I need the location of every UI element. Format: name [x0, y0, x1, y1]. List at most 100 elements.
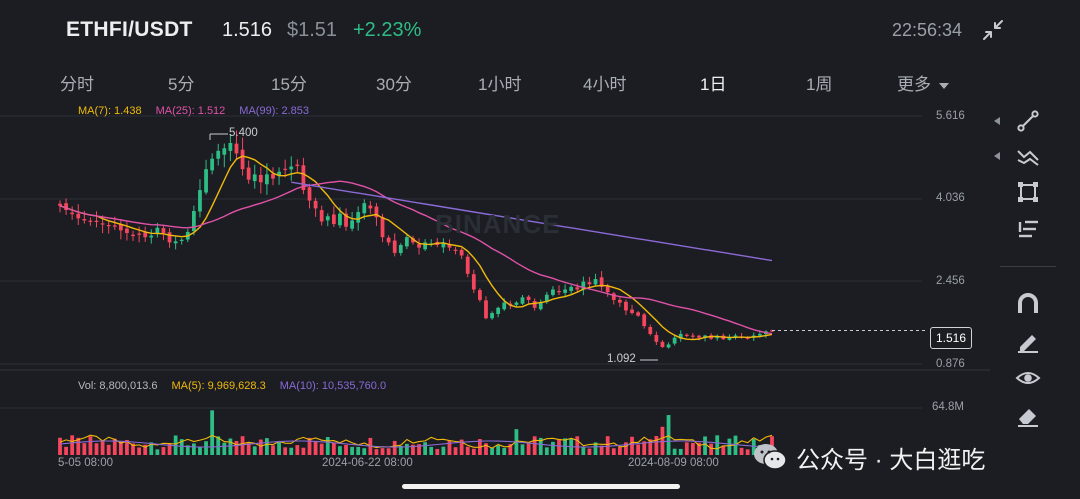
volume-bar	[392, 440, 397, 455]
home-indicator[interactable]	[402, 484, 680, 489]
volume-bar	[204, 441, 208, 455]
volume-bar	[149, 442, 154, 455]
tab-30m[interactable]: 30分	[376, 75, 412, 94]
candle	[557, 290, 561, 293]
candle	[691, 335, 695, 337]
volume-bar	[496, 445, 501, 455]
candle	[173, 241, 178, 244]
candle	[258, 174, 263, 183]
candle	[380, 216, 385, 238]
eraser-icon[interactable]	[1015, 402, 1041, 428]
tab-4h[interactable]: 4小时	[583, 75, 627, 94]
candle	[605, 285, 610, 293]
pencil-icon[interactable]	[1015, 328, 1041, 354]
fib-icon[interactable]	[1015, 216, 1041, 242]
candle	[289, 166, 294, 170]
candle	[630, 309, 634, 314]
volume-bar	[739, 447, 744, 455]
candle	[234, 143, 239, 154]
tab-timeline[interactable]: 分时	[60, 75, 94, 94]
volume-bar	[319, 443, 324, 455]
date-label: 2024-06-22 08:00	[322, 457, 413, 469]
volume-bar	[216, 436, 221, 455]
candle	[155, 227, 160, 234]
candle	[331, 214, 336, 225]
magnet-icon[interactable]	[1015, 291, 1041, 317]
volume-bar	[611, 448, 616, 455]
volume-bar	[624, 442, 628, 455]
candle	[228, 142, 233, 151]
candle	[678, 333, 683, 339]
volume-bar	[380, 448, 385, 455]
multi-line-icon[interactable]	[1015, 143, 1041, 169]
candle	[465, 256, 470, 274]
volume-bar	[551, 441, 555, 455]
pair-title[interactable]: ETHFI/USDT	[66, 18, 193, 41]
last-price: 1.516	[222, 19, 273, 41]
candle	[611, 293, 616, 300]
volume-bar	[143, 444, 148, 455]
rectangle-icon[interactable]	[1015, 179, 1041, 205]
candle	[666, 344, 671, 348]
volume-bar	[672, 448, 677, 455]
candle	[82, 219, 87, 221]
tab-more[interactable]: 更多	[897, 70, 949, 95]
candle	[106, 225, 111, 227]
volume-bar	[131, 443, 135, 455]
candle	[131, 234, 135, 237]
volume-bar	[435, 448, 440, 455]
volume-bar	[331, 442, 336, 455]
candle	[94, 220, 99, 222]
tab-1h[interactable]: 1小时	[478, 75, 522, 94]
volume-bar	[617, 447, 622, 455]
candle	[137, 233, 141, 235]
candle	[112, 225, 117, 227]
volume-bar	[484, 443, 488, 455]
candle	[100, 223, 105, 225]
candle	[386, 237, 391, 243]
volume-bar	[112, 438, 117, 455]
volume-bar	[721, 445, 726, 455]
candle	[64, 203, 68, 210]
wechat-watermark: 公众号 · 大白逛吃	[752, 440, 985, 474]
volume-bar	[301, 447, 306, 455]
volume-bar	[64, 446, 68, 455]
candle	[733, 335, 738, 338]
ma7-line	[59, 155, 773, 341]
ma-legend: MA(7): 1.438 MA(25): 1.512 MA(99): 2.853	[78, 105, 323, 117]
candle	[617, 299, 622, 303]
volume-bar	[240, 436, 245, 455]
volume-bar	[88, 436, 93, 455]
candle	[697, 335, 701, 338]
collapse-icon[interactable]	[981, 18, 1005, 42]
volume-bar	[599, 445, 604, 455]
candle	[344, 213, 348, 227]
volume-bar	[459, 439, 464, 455]
volume-bar	[508, 444, 513, 455]
vol-ma10-line	[59, 440, 773, 448]
candle	[222, 148, 227, 155]
tab-1d[interactable]: 1日	[700, 75, 727, 94]
volume-bar	[709, 443, 714, 455]
candle	[715, 336, 720, 339]
candle	[757, 333, 762, 336]
tab-1w[interactable]: 1周	[806, 75, 833, 94]
volume-bar	[429, 446, 434, 455]
volume-bar	[575, 436, 580, 455]
candle	[727, 337, 732, 340]
volume-bar	[544, 447, 549, 455]
volume-bar	[745, 449, 750, 455]
date-label: 5-05 08:00	[58, 457, 113, 469]
volume-bar	[137, 447, 141, 455]
trend-line-icon[interactable]	[1015, 108, 1041, 134]
kline-chart[interactable]	[0, 100, 990, 460]
candle	[599, 277, 604, 287]
eye-icon[interactable]	[1015, 365, 1041, 391]
volume-bar	[313, 441, 318, 455]
tab-15m[interactable]: 15分	[271, 75, 307, 94]
tab-5m[interactable]: 5分	[168, 75, 195, 94]
volume-bar	[82, 443, 87, 455]
volume-bar	[447, 440, 452, 455]
volume-bar	[356, 446, 361, 455]
volume-bar	[630, 436, 634, 455]
